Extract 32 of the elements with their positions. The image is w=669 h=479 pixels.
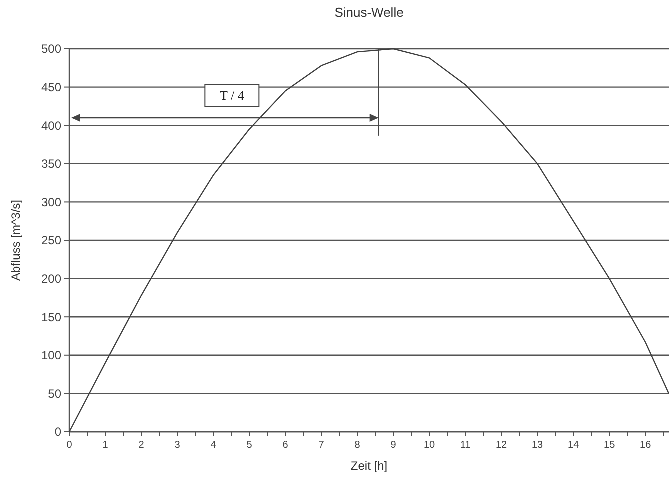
y-tick-label: 250: [41, 234, 62, 248]
x-tick-label: 4: [210, 440, 217, 451]
x-tick-label: 11: [460, 440, 472, 451]
x-tick-label: 8: [354, 440, 361, 451]
y-tick-label: 150: [41, 310, 62, 324]
y-axis-title: Abfluss [m^3/s]: [9, 200, 23, 281]
x-tick-label: 16: [640, 440, 652, 451]
x-tick-label: 13: [532, 440, 544, 451]
y-tick-label: 300: [41, 195, 62, 210]
x-tick-label: 15: [604, 440, 616, 451]
y-tick-label: 100: [41, 348, 62, 363]
x-tick-label: 7: [318, 440, 325, 451]
x-tick-label: 10: [424, 440, 436, 451]
x-axis-title: Zeit [h]: [350, 459, 388, 473]
chart-title: Sinus-Welle: [334, 5, 404, 20]
x-tick-label: 5: [246, 440, 253, 451]
y-tick-label: 500: [41, 42, 62, 56]
x-tick-label: 14: [568, 440, 580, 451]
x-tick-label: 9: [390, 440, 397, 451]
y-tick-label: 350: [41, 157, 62, 172]
x-tick-label: 6: [282, 440, 289, 451]
x-tick-label: 1: [102, 440, 109, 451]
y-tick-label: 200: [41, 272, 62, 286]
y-tick-label: 0: [54, 425, 62, 440]
x-tick-label: 2: [138, 440, 145, 451]
y-tick-label: 50: [48, 386, 62, 401]
x-tick-label: 0: [66, 440, 73, 451]
x-tick-label: 12: [496, 440, 508, 451]
x-tick-label: 3: [174, 440, 181, 451]
y-tick-label: 400: [41, 118, 62, 133]
y-tick-label: 450: [41, 80, 62, 94]
annotation: T / 4: [220, 88, 245, 103]
